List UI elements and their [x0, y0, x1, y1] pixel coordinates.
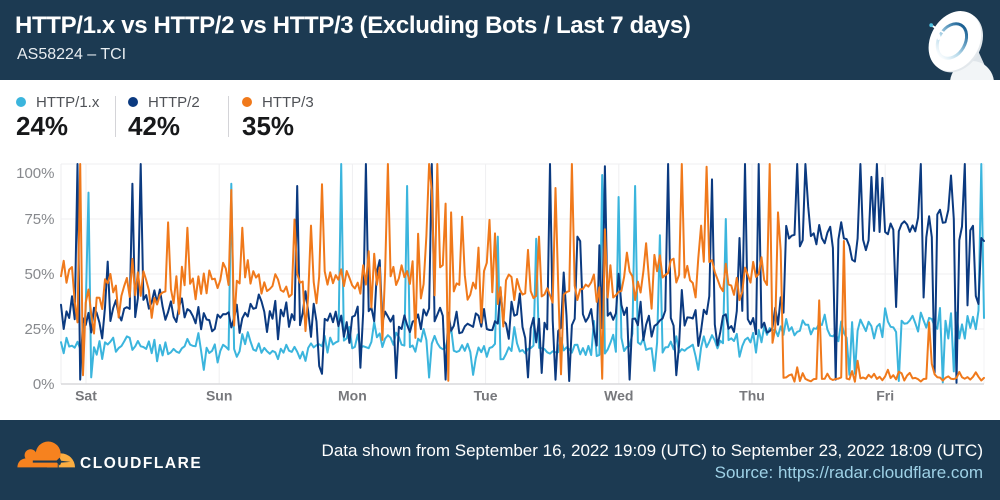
- svg-text:50%: 50%: [24, 266, 54, 283]
- svg-text:Sat: Sat: [75, 388, 97, 404]
- svg-text:Wed: Wed: [604, 388, 633, 404]
- svg-text:25%: 25%: [24, 321, 54, 338]
- svg-text:Thu: Thu: [739, 388, 765, 404]
- svg-text:Fri: Fri: [876, 388, 894, 404]
- svg-text:Mon: Mon: [338, 388, 367, 404]
- svg-text:75%: 75%: [24, 211, 54, 228]
- svg-text:0%: 0%: [33, 376, 55, 393]
- svg-text:Tue: Tue: [474, 388, 498, 404]
- svg-text:Sun: Sun: [206, 388, 232, 404]
- svg-text:100%: 100%: [16, 165, 54, 182]
